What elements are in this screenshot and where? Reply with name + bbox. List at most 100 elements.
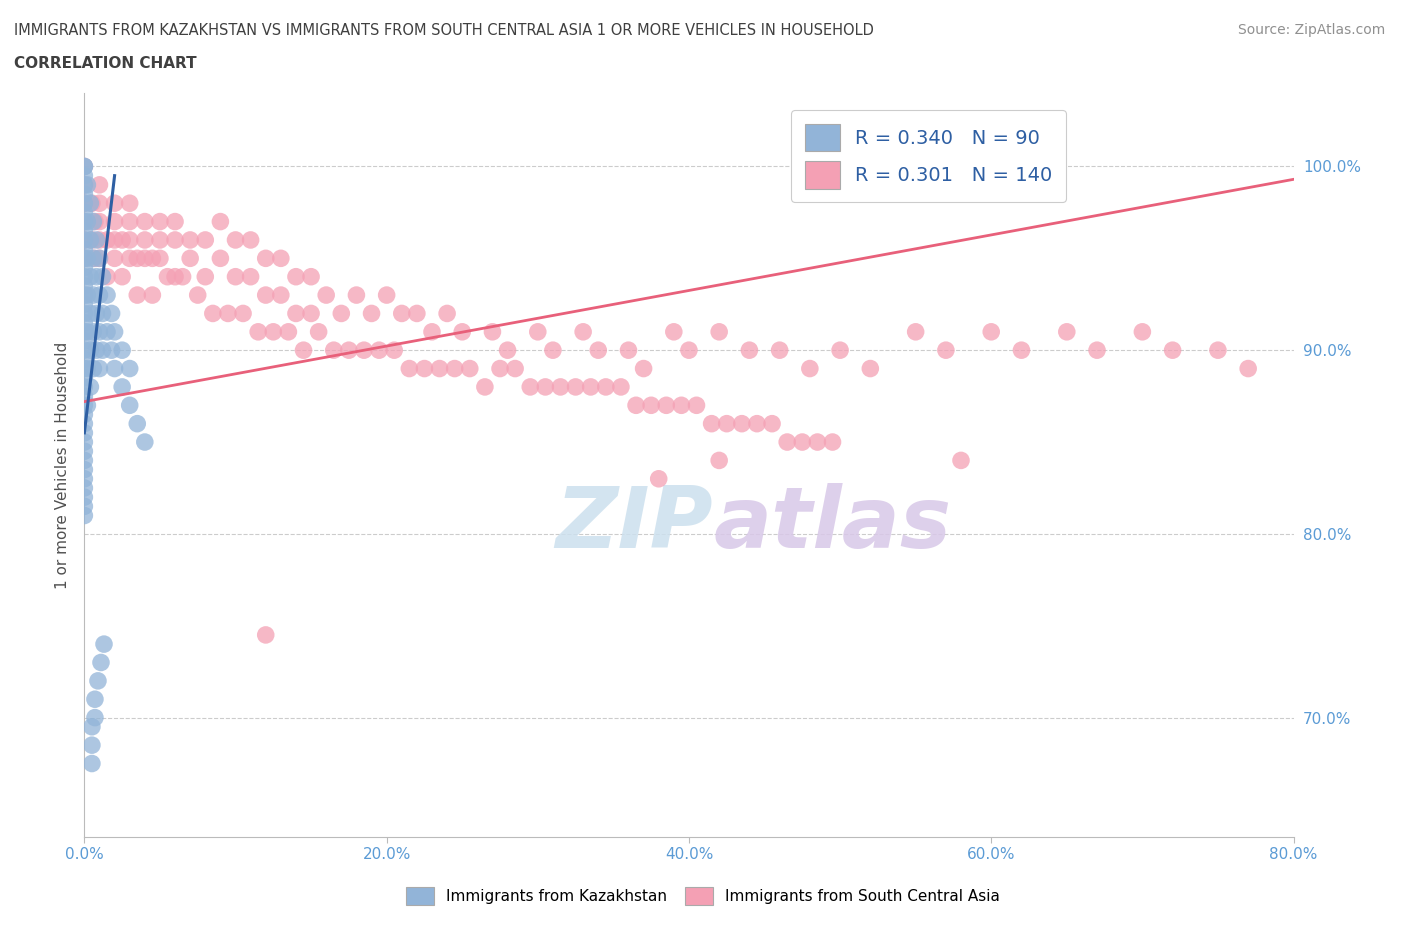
Point	[73, 242, 96, 257]
Point	[595, 379, 617, 394]
Point	[73, 196, 96, 211]
Point	[550, 379, 572, 394]
Point	[73, 379, 96, 394]
Point	[79, 379, 101, 394]
Point	[84, 214, 107, 229]
Point	[84, 251, 107, 266]
Point	[104, 361, 127, 376]
Point	[118, 196, 141, 211]
Point	[76, 251, 98, 266]
Point	[73, 232, 96, 247]
Point	[443, 361, 465, 376]
Point	[225, 270, 247, 285]
Y-axis label: 1 or more Vehicles in Household: 1 or more Vehicles in Household	[55, 341, 70, 589]
Point	[73, 214, 96, 229]
Point	[80, 719, 103, 734]
Point	[73, 159, 96, 174]
Point	[337, 343, 360, 358]
Point	[671, 398, 693, 413]
Point	[73, 325, 96, 339]
Point	[141, 251, 163, 266]
Point	[239, 270, 262, 285]
Point	[73, 352, 96, 366]
Point	[73, 315, 96, 330]
Point	[89, 287, 111, 302]
Point	[262, 325, 284, 339]
Point	[104, 214, 127, 229]
Point	[73, 425, 96, 440]
Point	[806, 434, 828, 449]
Point	[134, 251, 156, 266]
Point	[201, 306, 224, 321]
Point	[118, 232, 141, 247]
Point	[127, 251, 149, 266]
Point	[91, 343, 114, 358]
Point	[322, 343, 344, 358]
Point	[89, 214, 111, 229]
Point	[165, 214, 187, 229]
Point	[73, 398, 96, 413]
Point	[73, 490, 96, 505]
Point	[76, 287, 98, 302]
Point	[141, 287, 163, 302]
Point	[76, 361, 98, 376]
Point	[904, 325, 927, 339]
Point	[73, 361, 96, 376]
Point	[134, 434, 156, 449]
Point	[731, 417, 754, 432]
Text: atlas: atlas	[713, 483, 952, 566]
Point	[564, 379, 586, 394]
Point	[330, 306, 353, 321]
Point	[776, 434, 799, 449]
Point	[87, 673, 110, 688]
Point	[104, 251, 127, 266]
Point	[368, 343, 391, 358]
Point	[413, 361, 436, 376]
Point	[821, 434, 844, 449]
Point	[247, 325, 270, 339]
Point	[100, 306, 122, 321]
Point	[73, 196, 96, 211]
Point	[73, 178, 96, 193]
Point	[382, 343, 405, 358]
Point	[503, 361, 526, 376]
Point	[73, 260, 96, 275]
Point	[73, 159, 96, 174]
Point	[118, 361, 141, 376]
Point	[93, 637, 115, 652]
Point	[86, 306, 108, 321]
Point	[489, 361, 512, 376]
Point	[79, 270, 101, 285]
Point	[73, 297, 96, 312]
Point	[761, 417, 783, 432]
Point	[254, 628, 277, 643]
Point	[935, 343, 957, 358]
Point	[89, 196, 111, 211]
Point	[118, 251, 141, 266]
Point	[375, 287, 398, 302]
Point	[104, 232, 127, 247]
Point	[73, 434, 96, 449]
Point	[165, 232, 187, 247]
Point	[89, 178, 111, 193]
Point	[111, 232, 134, 247]
Point	[73, 508, 96, 523]
Point	[270, 287, 292, 302]
Point	[84, 692, 107, 707]
Point	[73, 159, 96, 174]
Point	[1130, 325, 1153, 339]
Point	[346, 287, 368, 302]
Point	[299, 306, 322, 321]
Point	[315, 287, 337, 302]
Point	[76, 214, 98, 229]
Point	[738, 343, 761, 358]
Point	[149, 251, 172, 266]
Point	[254, 251, 277, 266]
Point	[588, 343, 610, 358]
Point	[1011, 343, 1033, 358]
Point	[194, 232, 217, 247]
Point	[73, 453, 96, 468]
Point	[80, 196, 103, 211]
Point	[73, 472, 96, 486]
Point	[209, 214, 232, 229]
